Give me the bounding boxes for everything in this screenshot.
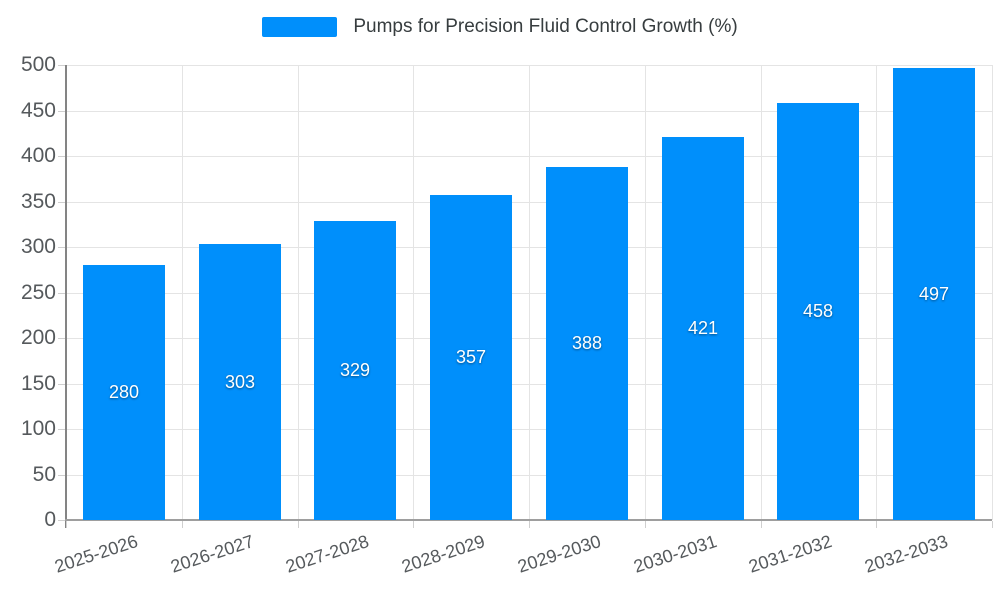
bar[interactable]: 329 — [314, 221, 396, 520]
bar[interactable]: 388 — [546, 167, 628, 520]
x-axis-line — [65, 519, 992, 521]
gridline-v — [761, 65, 762, 520]
bar[interactable]: 303 — [199, 244, 281, 520]
x-axis-label: 2031-2032 — [746, 531, 835, 577]
legend-swatch-icon — [262, 17, 338, 37]
y-axis-label: 100 — [20, 417, 56, 440]
x-tick — [298, 521, 299, 528]
bar-value-label: 458 — [802, 301, 834, 321]
x-tick — [645, 521, 646, 528]
y-tick — [58, 247, 66, 248]
bar-value-label: 303 — [224, 371, 256, 392]
y-axis-label: 350 — [20, 190, 56, 213]
y-tick — [58, 475, 66, 476]
y-tick — [58, 293, 66, 294]
bar[interactable]: 497 — [893, 68, 975, 520]
y-axis-label: 500 — [20, 53, 56, 76]
legend-item[interactable]: Pumps for Precision Fluid Control Growth… — [262, 16, 738, 38]
bar-value-label: 280 — [108, 382, 140, 402]
x-axis-label: 2030-2031 — [630, 531, 719, 577]
y-axis-label: 150 — [20, 372, 56, 395]
gridline-v — [529, 65, 530, 520]
gridline-v — [298, 65, 299, 520]
x-tick — [761, 521, 762, 528]
y-tick — [58, 65, 66, 66]
bar[interactable]: 421 — [662, 137, 744, 520]
x-axis-label: 2027-2028 — [283, 531, 372, 577]
bar[interactable]: 458 — [777, 103, 859, 520]
bar[interactable]: 357 — [430, 195, 512, 520]
x-tick — [66, 521, 67, 528]
bar-value-label: 357 — [455, 347, 487, 367]
legend-label: Pumps for Precision Fluid Control Growth… — [353, 16, 738, 37]
bar-value-label: 388 — [571, 333, 603, 353]
y-tick — [58, 111, 66, 112]
x-axis-label: 2026-2027 — [167, 531, 256, 577]
x-tick — [529, 521, 530, 528]
x-axis-label: 2029-2030 — [514, 531, 604, 577]
y-axis-label: 300 — [20, 235, 56, 258]
bar-value-label: 329 — [339, 360, 371, 380]
y-axis-line — [65, 65, 67, 528]
x-axis-label: 2028-2029 — [399, 531, 488, 577]
y-axis-label: 400 — [20, 144, 56, 167]
y-axis-label: 200 — [20, 326, 56, 349]
gridline-v — [413, 65, 414, 520]
bar-value-label: 421 — [687, 318, 719, 338]
y-tick — [58, 384, 66, 385]
bar[interactable]: 280 — [83, 265, 165, 520]
gridline-v — [876, 65, 877, 520]
y-axis-label: 250 — [20, 281, 56, 304]
y-axis-label: 50 — [32, 463, 56, 486]
x-tick — [992, 521, 993, 528]
y-tick — [58, 520, 66, 521]
y-tick — [58, 338, 66, 339]
gridline-v — [992, 65, 993, 520]
y-tick — [58, 429, 66, 430]
x-tick — [413, 521, 414, 528]
x-axis-label: 2025-2026 — [51, 531, 141, 577]
x-axis-label: 2032-2033 — [862, 531, 951, 577]
x-tick — [876, 521, 877, 528]
y-axis-label: 0 — [44, 508, 56, 531]
bar-value-label: 497 — [918, 283, 950, 304]
y-tick — [58, 156, 66, 157]
legend: Pumps for Precision Fluid Control Growth… — [0, 16, 1000, 38]
x-tick — [182, 521, 183, 528]
gridline-v — [182, 65, 183, 520]
gridline-v — [645, 65, 646, 520]
y-axis-label: 450 — [20, 99, 56, 122]
y-tick — [58, 202, 66, 203]
